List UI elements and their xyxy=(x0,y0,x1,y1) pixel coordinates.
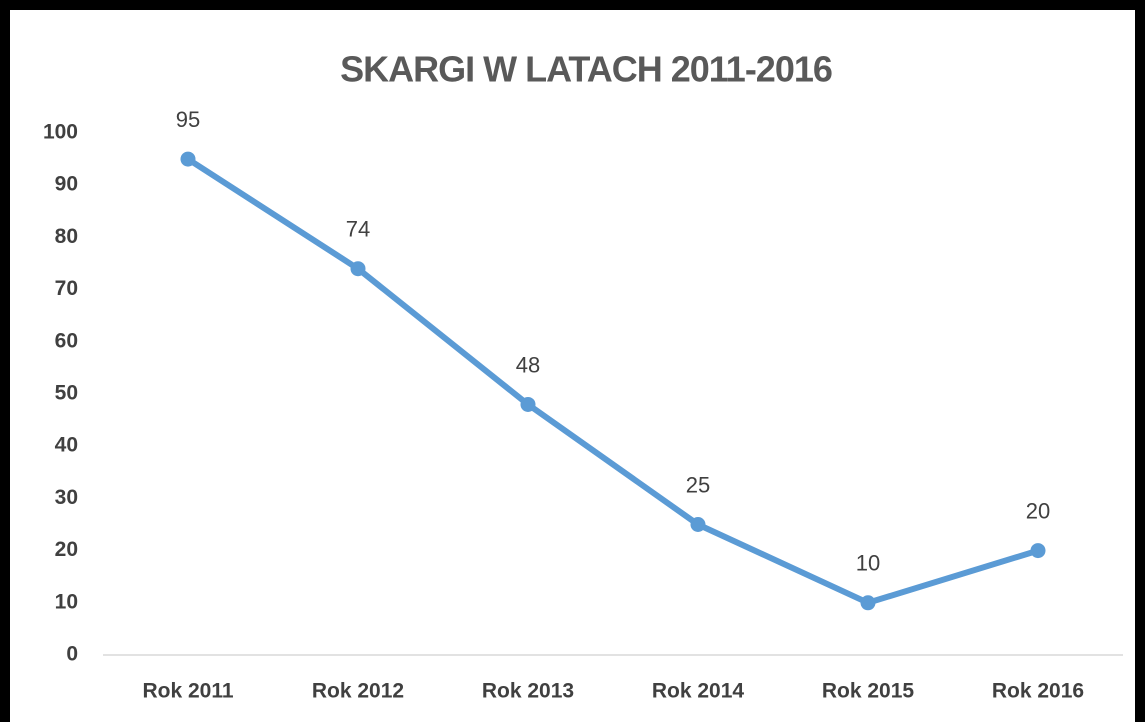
y-tick-label: 50 xyxy=(55,382,78,405)
marker xyxy=(180,151,196,167)
x-tick-label: Rok 2016 xyxy=(992,680,1084,703)
y-tick-label: 60 xyxy=(55,329,78,352)
data-label: 20 xyxy=(1026,498,1050,523)
marker xyxy=(1030,543,1046,559)
x-tick-label: Rok 2013 xyxy=(482,680,574,703)
y-tick-label: 40 xyxy=(55,434,78,457)
data-label: 74 xyxy=(346,217,370,242)
x-tick-label: Rok 2015 xyxy=(822,680,915,703)
marker xyxy=(520,396,536,412)
y-tick-label: 80 xyxy=(55,225,78,248)
marker xyxy=(860,595,876,611)
x-tick-label: Rok 2011 xyxy=(142,680,233,703)
marker xyxy=(690,517,706,532)
y-tick-label: 0 xyxy=(66,643,78,666)
y-tick-label: 10 xyxy=(55,590,78,613)
marker xyxy=(350,261,366,277)
y-tick-label: 70 xyxy=(55,277,78,300)
data-label: 95 xyxy=(176,107,200,132)
chart-title: SKARGI W LATACH 2011-2016 xyxy=(340,49,832,90)
line xyxy=(185,156,1041,606)
y-tick-label: 90 xyxy=(55,173,78,196)
x-tick-label: Rok 2014 xyxy=(652,680,745,703)
data-label: 48 xyxy=(516,352,540,377)
y-tick-label: 30 xyxy=(55,486,78,509)
data-label: 25 xyxy=(686,472,710,497)
x-tick-label: Rok 2012 xyxy=(312,680,404,703)
data-label: 10 xyxy=(856,551,880,576)
y-tick-label: 20 xyxy=(55,538,78,561)
y-tick-label: 100 xyxy=(43,121,78,144)
